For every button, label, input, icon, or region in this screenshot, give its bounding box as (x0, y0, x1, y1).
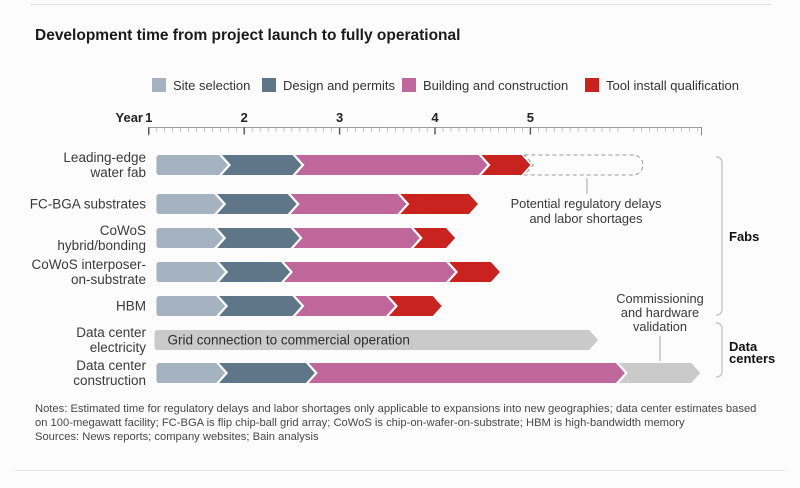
bar-segment-design (221, 155, 302, 175)
bar-segment-build (295, 296, 395, 316)
bar-segment-site (156, 262, 226, 282)
bottom-divider (15, 470, 785, 471)
row-label: Data center electricity (76, 325, 146, 355)
axis-tick-label: 1 (145, 110, 152, 125)
bar-segment-build (290, 194, 407, 214)
bar-segment-site (156, 228, 224, 248)
row-label-line: electricity (89, 340, 146, 355)
legend-item-tool: Tool install qualification (585, 77, 739, 93)
bar-segment-tool (388, 296, 442, 316)
notes-line-2: on 100-megawatt facility; FC-BGA is flip… (35, 417, 685, 429)
notes-line-1: Notes: Estimated time for regulatory del… (35, 403, 757, 415)
legend-item-site: Site selection (152, 77, 250, 93)
row-label-line: FC-BGA substrates (29, 196, 146, 212)
bar-segment-tool (413, 228, 456, 248)
row-label-line: hybrid/bonding (57, 238, 146, 253)
group-label-data-centers: Data centers (729, 339, 776, 366)
bar-segment-site (156, 194, 224, 214)
axis-tick-label: 4 (431, 110, 439, 125)
row-label: CoWoS interposer-on-substrate (31, 257, 146, 287)
bar-segment-tool (400, 194, 478, 214)
row-label-line: HBM (116, 298, 146, 314)
bar-segment-gray (618, 363, 701, 383)
annotation-line: and hardware (620, 305, 700, 320)
dashed-extension-box (523, 154, 644, 176)
axis-minor-ticks (156, 127, 698, 132)
bar-segment-design (219, 363, 315, 383)
annotation-line: and labor shortages (529, 211, 643, 226)
bar-segment-site (156, 363, 226, 383)
annotation-regulatory-delays: Potential regulatory delays and labor sho… (470, 196, 702, 226)
sources-line: Sources: News reports; company websites;… (35, 431, 319, 443)
row-label-line: water fab (90, 165, 146, 180)
top-divider (30, 4, 772, 5)
bar-segment-build (293, 228, 420, 248)
annotation-line: validation (632, 319, 688, 334)
axis-tick-label: 3 (336, 110, 343, 125)
page-title: Development time from project launch to … (35, 27, 461, 44)
axis-end-ticks (148, 127, 702, 136)
row-label-line: on-substrate (70, 272, 146, 287)
bar-inline-label: Grid connection to commercial operation (168, 333, 410, 348)
row-label: HBM (116, 299, 146, 314)
bar-segment-gray (154, 330, 599, 350)
data-centers-bracket (715, 322, 723, 378)
row-label: Data center construction (73, 358, 146, 388)
legend-swatch-design (262, 78, 276, 92)
group-label-fabs: Fabs (729, 229, 760, 244)
row-label: FC-BGA substrates (30, 197, 146, 212)
fabs-bracket (715, 156, 723, 316)
row-label-line: Leading-edge (63, 150, 146, 165)
row-label-line: CoWoS interposer- (31, 257, 146, 272)
row-label-line: CoWoS (99, 223, 146, 238)
bar-segment-site (156, 296, 226, 316)
annotation-commissioning: Commissioning and hardware validation (590, 292, 730, 334)
bar-segment-tool (481, 155, 531, 175)
legend-label: Design and permits (283, 77, 395, 93)
legend-swatch-site (152, 78, 166, 92)
row-label: Leading-edge water fab (63, 150, 146, 180)
legend-label: Building and construction (423, 77, 569, 93)
bar-segment-design (219, 296, 302, 316)
legend-label: Tool install qualification (606, 77, 739, 93)
bar-segment-build (283, 262, 456, 282)
bar-segment-build (308, 363, 625, 383)
legend-swatch-build (402, 78, 416, 92)
row-label-line: Data center (76, 325, 146, 340)
bar-segment-site (156, 155, 228, 175)
axis-unit-label: Year (115, 110, 143, 125)
bar-segment-tool (449, 262, 500, 282)
bar-segment-build (295, 155, 488, 175)
notes-block: Notes: Estimated time for regulatory del… (35, 402, 775, 444)
row-label-line: construction (73, 373, 146, 388)
bar-segment-design (219, 262, 290, 282)
row-label-line: Data center (76, 358, 146, 373)
row-label: CoWoS hybrid/bonding (57, 223, 146, 253)
legend-item-build: Building and construction (402, 77, 568, 93)
axis-tick-label: 5 (527, 110, 534, 125)
legend-label: Site selection (173, 77, 251, 93)
bar-segment-design (217, 194, 297, 214)
legend-item-design: Design and permits (262, 77, 395, 93)
axis-tick-label: 2 (241, 110, 248, 125)
legend-swatch-tool (585, 78, 599, 92)
annotation-line: Commissioning (616, 291, 704, 306)
annotation-line: Potential regulatory delays (510, 196, 662, 211)
bar-segment-design (217, 228, 300, 248)
